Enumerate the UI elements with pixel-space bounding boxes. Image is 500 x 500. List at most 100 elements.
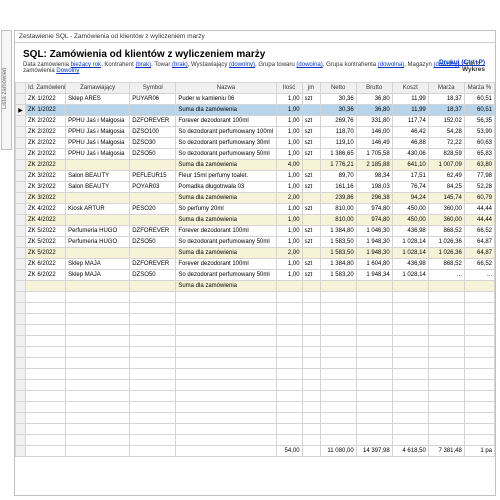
cell: 46,88 <box>392 138 428 149</box>
row-marker: ▶ <box>16 105 26 116</box>
cell: szt <box>302 127 320 138</box>
cell: 76,74 <box>392 182 428 193</box>
total-cell <box>26 446 66 457</box>
table-row[interactable]: ZK 4/2022Kiosk ARTURPESO20So perfumy 20m… <box>16 204 495 215</box>
cell: DZSO50 <box>130 237 176 248</box>
table-row[interactable]: ZK 3/2022Salon BEAUTYPEFLEUR15Fleur 15ml… <box>16 171 495 182</box>
window-titlebar: Zestawienie SQL - Zamówienia od klientów… <box>15 31 495 43</box>
cell: 60,51 <box>464 105 494 116</box>
cell: 430,06 <box>392 149 428 160</box>
col-header[interactable] <box>16 83 26 94</box>
col-header[interactable]: Nazwa <box>176 83 276 94</box>
cell: ZK 2/2022 <box>26 116 66 127</box>
cell: 36,80 <box>356 105 392 116</box>
cell: Sklep ARES <box>66 94 130 105</box>
cell <box>130 248 176 259</box>
side-tab[interactable]: Lista zamówień <box>1 30 12 150</box>
cell: szt <box>302 226 320 237</box>
cell: 1 007,09 <box>428 160 464 171</box>
row-marker <box>16 226 26 237</box>
cell: 360,00 <box>428 215 464 226</box>
col-header[interactable]: Symbol <box>130 83 176 94</box>
table-row[interactable]: ZK 5/2022Perfumeria HUGODZSO50So dezodor… <box>16 237 495 248</box>
table-row[interactable]: ZK 2/2022PPHU Jaś i MałgosiaDZSO100So de… <box>16 127 495 138</box>
table-row[interactable]: ZK 6/2022Sklep MAJADZSO50So dezodorant p… <box>16 270 495 281</box>
filter-contractor[interactable]: (brak) <box>135 62 151 68</box>
cell: Salon BEAUTY <box>66 171 130 182</box>
cell: szt <box>302 259 320 270</box>
chart-link[interactable]: Wykres <box>439 66 485 73</box>
cell: Forever dezodorant 100ml <box>176 116 276 127</box>
table-row[interactable]: ZK 3/2022Suma dla zamówienia2,00239,8629… <box>16 193 495 204</box>
col-header[interactable]: Zamawiający <box>66 83 130 94</box>
row-marker <box>16 204 26 215</box>
cell: 17,51 <box>392 171 428 182</box>
filter-custgroup[interactable]: (dowolna) <box>378 62 404 68</box>
row-marker <box>16 160 26 171</box>
cell: Pomadka długotrwała 03 <box>176 182 276 193</box>
cell: 296,38 <box>356 193 392 204</box>
col-header[interactable]: Ilość <box>276 83 302 94</box>
table-row[interactable]: ZK 2/2022PPHU Jaś i MałgosiaDZSO30So dez… <box>16 138 495 149</box>
cell: 146,49 <box>356 138 392 149</box>
col-header[interactable]: Id. Zamówienia <box>26 83 66 94</box>
cell: Suma dla zamówienia <box>176 215 276 226</box>
cell <box>302 215 320 226</box>
filter-product[interactable]: (brak) <box>172 62 188 68</box>
cell: szt <box>302 116 320 127</box>
col-header[interactable]: jm <box>302 83 320 94</box>
cell <box>130 105 176 116</box>
cell <box>130 193 176 204</box>
report-title: SQL: Zamówienia od klientów z wyliczenie… <box>23 49 487 60</box>
cell: 18,37 <box>428 105 464 116</box>
table-row[interactable]: ZK 6/2022Sklep MAJADZFOREVERForever dezo… <box>16 259 495 270</box>
total-cell: 4 618,50 <box>392 446 428 457</box>
col-header[interactable]: Marża % <box>464 83 494 94</box>
cell: 60,79 <box>464 193 494 204</box>
table-row[interactable]: ▶ZK 1/2022Suma dla zamówienia1,0030,3636… <box>16 105 495 116</box>
table-row[interactable]: ZK 4/2022Suma dla zamówienia1,00810,0097… <box>16 215 495 226</box>
table-row[interactable]: ZK 3/2022Salon BEAUTYPOYAR03Pomadka dług… <box>16 182 495 193</box>
col-header[interactable]: Koszt <box>392 83 428 94</box>
cell <box>464 281 494 292</box>
cell: ... <box>428 270 464 281</box>
cell: 1,00 <box>276 204 302 215</box>
table-row[interactable]: ZK 5/2022Suma dla zamówienia2,001 583,50… <box>16 248 495 259</box>
cell <box>428 281 464 292</box>
table-row[interactable]: ZK 5/2022Perfumeria HUGODZFOREVERForever… <box>16 226 495 237</box>
col-header[interactable]: Brutto <box>356 83 392 94</box>
filter-status[interactable]: Dowolny <box>56 68 79 74</box>
filter-line: Data zamówienia bieżący rok, Kontrahent … <box>23 62 487 74</box>
table-row[interactable]: ZK 2/2022Suma dla zamówienia4,001 776,21… <box>16 160 495 171</box>
data-grid[interactable]: Id. ZamówieniaZamawiającySymbolNazwaIloś… <box>15 82 495 457</box>
cell: 1,00 <box>276 270 302 281</box>
table-row[interactable]: Suma dla zamówienia <box>16 281 495 292</box>
row-marker <box>16 270 26 281</box>
cell: 1 028,14 <box>392 270 428 281</box>
print-link[interactable]: Drukuj (Ctrl+P) <box>439 59 485 66</box>
cell: 2,00 <box>276 248 302 259</box>
table-row[interactable]: ZK 2/2022PPHU Jaś i MałgosiaDZSO50So dez… <box>16 149 495 160</box>
total-cell: 54,00 <box>276 446 302 457</box>
cell: 450,00 <box>392 215 428 226</box>
total-cell: 14 397,98 <box>356 446 392 457</box>
col-header[interactable]: Netto <box>320 83 356 94</box>
cell: 64,87 <box>464 248 494 259</box>
cell: 239,86 <box>320 193 356 204</box>
cell: 1 604,80 <box>356 259 392 270</box>
cell: 66,52 <box>464 259 494 270</box>
row-marker <box>16 171 26 182</box>
cell: PPHU Jaś i Małgosia <box>66 138 130 149</box>
filter-prodgroup[interactable]: (dowolna) <box>296 62 322 68</box>
cell: DZSO50 <box>130 270 176 281</box>
cell: szt <box>302 149 320 160</box>
cell: 98,34 <box>356 171 392 182</box>
cell: Salon BEAUTY <box>66 182 130 193</box>
cell: So dezodorant perfumowany 50ml <box>176 149 276 160</box>
col-header[interactable]: Marża <box>428 83 464 94</box>
cell: 63,80 <box>464 160 494 171</box>
table-row[interactable]: ZK 2/2022PPHU Jaś i MałgosiaDZFOREVERFor… <box>16 116 495 127</box>
table-row[interactable]: ZK 1/2022Sklep ARESPUYAR06Puder w kamien… <box>16 94 495 105</box>
cell: ZK 3/2022 <box>26 193 66 204</box>
filter-issuer[interactable]: (dowolny) <box>229 62 255 68</box>
